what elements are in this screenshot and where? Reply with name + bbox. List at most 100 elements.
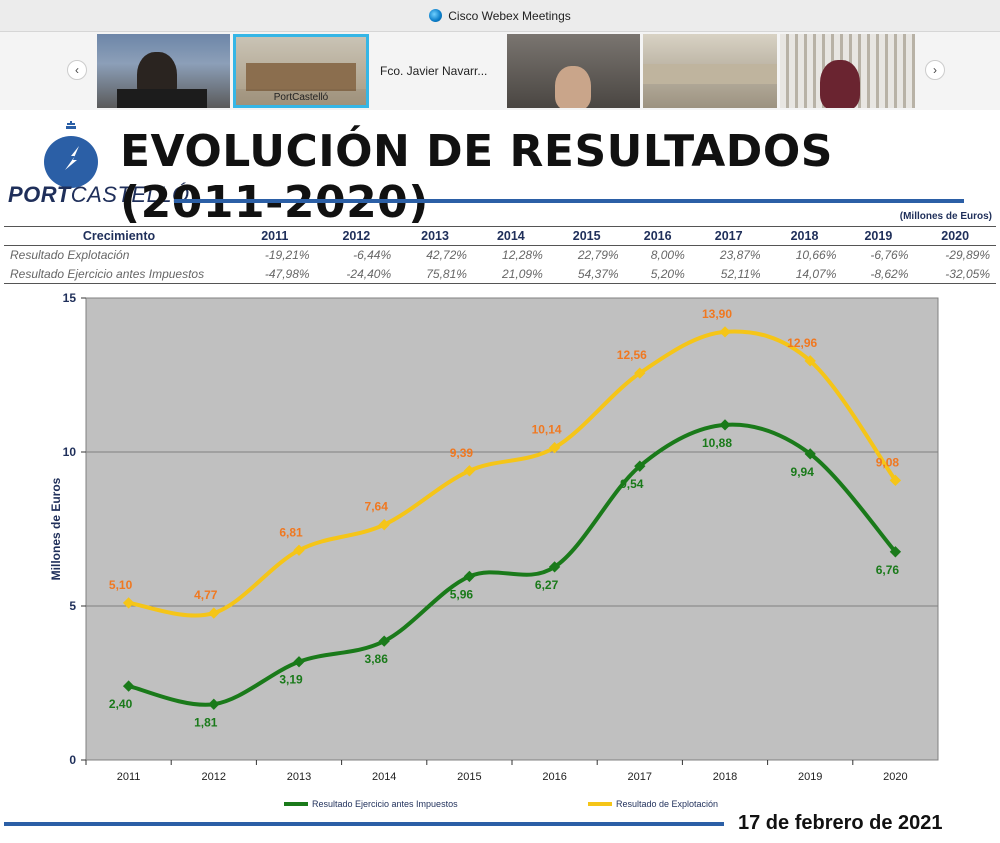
table-cell: 54,37% bbox=[577, 266, 619, 281]
series-line bbox=[128, 422, 897, 707]
x-tick-label: 2012 bbox=[202, 771, 226, 783]
data-label: 12,96 bbox=[787, 336, 817, 350]
brand-wordmark: PORTCASTELLÓ bbox=[8, 182, 190, 207]
data-point-marker bbox=[634, 460, 646, 472]
participant-tile-portcastello[interactable]: PortCastelló bbox=[233, 34, 369, 108]
table-cell: 23,87% bbox=[719, 248, 761, 263]
participant-tile-6[interactable] bbox=[780, 34, 915, 108]
x-tick-label: 2019 bbox=[798, 771, 822, 783]
series-line bbox=[128, 329, 898, 618]
webex-logo-icon bbox=[429, 9, 443, 22]
table-cell: -6,44% bbox=[353, 248, 392, 263]
y-tick-label: 15 bbox=[63, 291, 77, 305]
table-cell: -32,05% bbox=[945, 266, 990, 281]
x-tick-label: 2015 bbox=[457, 771, 481, 783]
table-cell: 8,00% bbox=[650, 248, 685, 263]
data-point-marker bbox=[548, 561, 561, 573]
data-label: 5,10 bbox=[109, 578, 133, 592]
row-label: Resultado Explotación bbox=[10, 248, 130, 263]
data-label: 6,81 bbox=[279, 525, 303, 539]
x-tick-label: 2017 bbox=[628, 771, 652, 783]
data-label: 5,96 bbox=[450, 587, 474, 601]
table-cell: 22,79% bbox=[577, 248, 619, 263]
x-tick-label: 2018 bbox=[713, 771, 737, 783]
table-cell: -29,89% bbox=[945, 248, 990, 263]
growth-table: Crecimiento 2011 2012 2013 2014 2015 201… bbox=[4, 226, 996, 284]
year-header: 2014 bbox=[496, 229, 525, 243]
year-header: 2017 bbox=[714, 229, 743, 243]
year-header: 2013 bbox=[421, 229, 449, 243]
data-label: 10,88 bbox=[702, 436, 732, 450]
year-header: 2020 bbox=[941, 229, 970, 243]
data-label: 13,90 bbox=[702, 307, 732, 321]
table-cell: 10,66% bbox=[795, 248, 837, 263]
data-point-marker bbox=[889, 474, 902, 486]
year-header: 2019 bbox=[864, 229, 893, 243]
table-cell: 75,81% bbox=[426, 266, 467, 281]
data-point-marker bbox=[804, 448, 816, 460]
table-cell: -8,62% bbox=[870, 266, 909, 281]
chevron-left-icon: ‹ bbox=[75, 63, 79, 77]
table-cell: -19,21% bbox=[264, 248, 310, 263]
x-tick-label: 2016 bbox=[542, 771, 566, 783]
data-point-marker bbox=[293, 656, 305, 668]
footer-line bbox=[4, 822, 724, 826]
participant-tile-4[interactable] bbox=[507, 34, 640, 108]
data-label: 9,39 bbox=[450, 446, 474, 460]
data-point-marker bbox=[463, 570, 476, 583]
results-line-chart: 0 5 10 15 2011 2012 2013 2014 2015 2016 2017 2018 2… bbox=[49, 291, 939, 809]
slide-date: 17 de febrero de 2021 bbox=[738, 812, 943, 834]
participant-strip: ‹ PortCastelló Fco. Javier Navarr... › bbox=[0, 32, 1000, 110]
table-row: Resultado Explotación -19,21% -6,44% 42,… bbox=[4, 246, 996, 265]
data-label: 3,86 bbox=[365, 652, 389, 666]
data-label: 9,94 bbox=[791, 465, 815, 479]
data-label: 6,76 bbox=[876, 563, 900, 577]
data-label: 1,81 bbox=[194, 715, 218, 729]
table-cell: 5,20% bbox=[650, 266, 685, 281]
table-cell: -6,76% bbox=[870, 248, 909, 263]
year-header: 2015 bbox=[572, 229, 601, 243]
participant-avatar bbox=[555, 66, 591, 108]
year-header: 2012 bbox=[342, 229, 371, 243]
x-tick-label: 2011 bbox=[117, 771, 141, 783]
year-header: 2011 bbox=[261, 229, 289, 243]
slide-title: EVOLUCIÓN DE RESULTADOS (2011-2020) bbox=[120, 126, 833, 228]
data-label: 10,14 bbox=[532, 423, 562, 437]
row-label: Resultado Ejercicio antes Impuestos bbox=[10, 266, 205, 281]
table-header-row: Crecimiento 2011 2012 2013 2014 2015 201… bbox=[4, 226, 996, 246]
x-tick-label: 2020 bbox=[883, 771, 907, 783]
participant-tile-5[interactable] bbox=[643, 34, 777, 108]
data-point-marker bbox=[889, 546, 902, 558]
y-axis-label: Millones de Euros bbox=[49, 477, 63, 580]
table-cell: -24,40% bbox=[346, 266, 392, 281]
data-point-marker bbox=[208, 698, 220, 710]
participant-tile-3[interactable]: Fco. Javier Navarr... bbox=[372, 34, 504, 108]
participant-tile-1[interactable] bbox=[97, 34, 230, 108]
data-label: 9,08 bbox=[876, 455, 900, 469]
data-label: 9,54 bbox=[620, 477, 644, 491]
units-note: (Millones de Euros) bbox=[899, 211, 992, 222]
y-tick-label: 0 bbox=[69, 753, 76, 767]
data-point-marker bbox=[719, 419, 731, 431]
table-cell: 14,07% bbox=[795, 266, 837, 281]
legend-label: Resultado de Explotación bbox=[616, 799, 718, 809]
participant-avatar bbox=[820, 60, 860, 108]
data-point-marker bbox=[463, 465, 476, 477]
data-label: 2,40 bbox=[109, 697, 133, 711]
title-underline bbox=[174, 199, 964, 203]
table-cell: 12,28% bbox=[502, 248, 543, 263]
scroll-right-button[interactable]: › bbox=[925, 60, 945, 80]
scroll-left-button[interactable]: ‹ bbox=[67, 60, 87, 80]
year-header: 2018 bbox=[790, 229, 819, 243]
data-label: 12,56 bbox=[617, 348, 647, 362]
data-label: 3,19 bbox=[279, 673, 303, 687]
data-label: 7,64 bbox=[365, 500, 389, 514]
chevron-right-icon: › bbox=[933, 63, 937, 77]
table-cell: 52,11% bbox=[720, 266, 761, 281]
data-point-marker bbox=[548, 442, 561, 454]
participant-name: PortCastelló bbox=[273, 91, 329, 103]
year-header: 2016 bbox=[643, 229, 672, 243]
portcastello-logo-icon bbox=[44, 121, 98, 188]
table-row: Resultado Ejercicio antes Impuestos -47,… bbox=[4, 265, 996, 284]
legend-label: Resultado Ejercicio antes Impuestos bbox=[312, 799, 458, 809]
